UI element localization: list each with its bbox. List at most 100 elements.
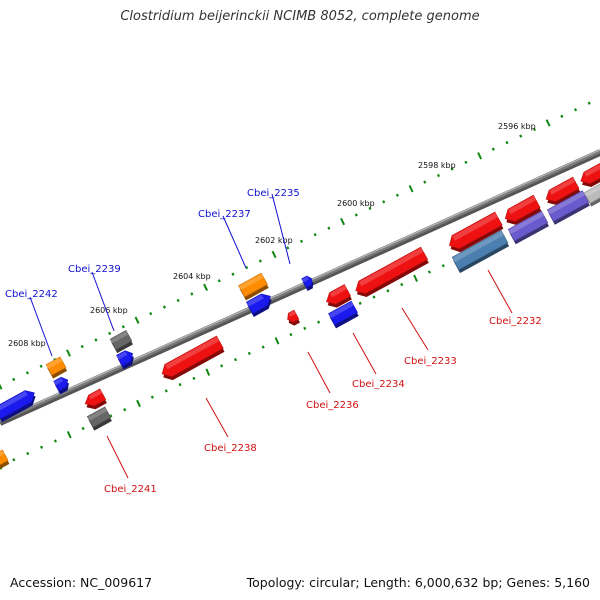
gene-arrow xyxy=(246,294,264,307)
gene-label: Cbei_2242 xyxy=(5,289,58,300)
scale-track-upper xyxy=(271,250,277,259)
scale-track-lower xyxy=(66,431,72,439)
gene-label-leader xyxy=(307,351,331,394)
scale-track-upper xyxy=(66,349,71,357)
gene-arrow xyxy=(288,310,296,317)
backbone-highlight xyxy=(0,149,600,421)
scale-label: 2598 kbp xyxy=(418,161,456,170)
gene-block xyxy=(508,211,544,234)
scale-track-upper xyxy=(368,206,372,211)
gene-label-leader xyxy=(401,307,429,351)
scale-track-lower xyxy=(205,368,211,376)
scale-track-upper xyxy=(94,338,98,342)
scale-track-lower xyxy=(40,445,44,449)
scale-track-upper xyxy=(505,140,509,145)
scale-track-upper xyxy=(12,377,16,382)
gene-arrow xyxy=(452,212,498,241)
gene-label: Cbei_2238 xyxy=(204,443,257,454)
scale-track-lower xyxy=(150,395,154,399)
gene-label: Cbei_2235 xyxy=(247,188,300,199)
scale-track-lower xyxy=(261,345,265,349)
gene-label-leader xyxy=(487,269,513,314)
scale-track-upper xyxy=(108,331,112,336)
gene-block xyxy=(547,191,585,215)
gene-arrow xyxy=(245,293,271,314)
scale-track-upper xyxy=(354,213,358,217)
gene-label: Cbei_2236 xyxy=(306,400,359,411)
scale-track-upper xyxy=(39,364,43,368)
gene-arrow xyxy=(508,195,537,215)
scale-track-upper xyxy=(162,305,166,309)
gene-label: Cbei_2239 xyxy=(68,264,121,275)
scale-track-lower xyxy=(441,264,445,268)
scale-track-lower xyxy=(427,270,431,274)
scale-track-lower xyxy=(358,301,362,305)
gene-label-leader xyxy=(271,193,291,265)
gene-label-leader xyxy=(352,332,377,375)
gene-label-leader xyxy=(205,397,229,438)
gene-block xyxy=(110,330,129,344)
scale-track-lower xyxy=(81,426,85,431)
scale-track-upper xyxy=(519,134,523,138)
scale-label: 2604 kbp xyxy=(173,272,211,281)
gene-block xyxy=(87,407,108,421)
scale-track-lower xyxy=(123,408,127,412)
scale-track-upper xyxy=(203,283,209,292)
scale-track-lower xyxy=(26,451,30,456)
scale-track-upper xyxy=(340,217,346,226)
gene-label-leader xyxy=(91,271,115,332)
scale-track-upper xyxy=(395,193,399,197)
gene-block xyxy=(584,184,600,197)
map-title: Clostridium beijerinckii NCIMB 8052, com… xyxy=(120,9,480,24)
gene-block xyxy=(46,357,63,369)
gene-arrow xyxy=(88,389,103,400)
scale-track-lower xyxy=(192,376,196,381)
scale-track-lower xyxy=(136,399,141,408)
scale-track-upper xyxy=(382,200,386,204)
gene-block xyxy=(452,231,504,263)
scale-label: 2608 kbp xyxy=(8,339,46,348)
scale-track-upper xyxy=(573,108,578,112)
gene-arrow xyxy=(53,377,64,386)
scale-track-lower xyxy=(317,320,321,324)
scale-track-upper xyxy=(245,265,249,270)
gene-label: Cbei_2234 xyxy=(352,379,405,390)
scale-track-lower xyxy=(178,383,182,387)
scale-track-upper xyxy=(436,173,441,178)
gene-label: Cbei_2232 xyxy=(489,316,542,327)
gene-block xyxy=(0,450,5,457)
gene-label-leader xyxy=(106,435,129,479)
gene-label-leader xyxy=(222,215,247,269)
gene-label: Cbei_2241 xyxy=(104,484,157,495)
topology-summary: Topology: circular; Length: 6,000,632 bp… xyxy=(246,575,590,590)
scale-track-upper xyxy=(464,160,468,165)
gene-block xyxy=(238,273,264,291)
scale-track-lower xyxy=(303,326,307,330)
scale-track-upper xyxy=(450,167,454,171)
backbone xyxy=(0,149,600,423)
scale-track-upper xyxy=(121,325,125,329)
scale-label: 2600 kbp xyxy=(337,199,375,208)
gene-arrow xyxy=(549,177,576,195)
gene-arrow xyxy=(301,276,309,283)
gene-label-leader xyxy=(29,296,53,357)
scale-track-upper xyxy=(327,226,331,230)
scale-label: 2596 kbp xyxy=(498,122,536,131)
scale-track-upper xyxy=(477,152,483,160)
scale-track-upper xyxy=(286,246,290,250)
gene-label: Cbei_2237 xyxy=(198,209,251,220)
scale-track-lower xyxy=(274,337,280,345)
scale-track-lower xyxy=(109,414,113,418)
scale-track-lower xyxy=(164,389,168,393)
scale-track-upper xyxy=(217,279,221,283)
scale-track-upper xyxy=(545,119,551,127)
gene-label: Cbei_2233 xyxy=(404,356,457,367)
accession-text: Accession: NC_009617 xyxy=(10,575,153,590)
gene-arrow xyxy=(116,351,128,360)
scale-track-lower xyxy=(233,357,238,362)
scale-track-lower xyxy=(220,364,224,368)
scale-track-upper xyxy=(25,371,29,375)
scale-track-upper xyxy=(176,298,180,303)
scale-track-lower xyxy=(53,439,57,443)
